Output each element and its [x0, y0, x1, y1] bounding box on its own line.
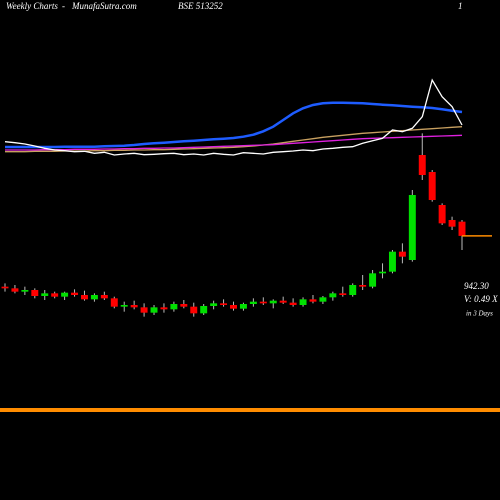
- candle-body: [71, 292, 79, 295]
- candle-body: [448, 220, 456, 227]
- candle-body: [220, 303, 228, 305]
- candle-body: [299, 299, 307, 305]
- candle-body: [379, 271, 386, 274]
- header-period: 1: [458, 1, 463, 11]
- candle-body: [180, 304, 188, 307]
- header-title: Weekly Charts: [6, 1, 58, 11]
- candle-body: [458, 221, 466, 236]
- candle-body: [269, 300, 277, 304]
- candle-body: [319, 297, 327, 302]
- candle-body: [279, 300, 287, 303]
- candle-body: [110, 298, 118, 307]
- candle-body: [150, 307, 158, 313]
- candle-body: [349, 285, 357, 295]
- candle-body: [41, 293, 49, 296]
- candle-body: [190, 306, 198, 314]
- header-separator: -: [62, 1, 65, 11]
- header-site: MunafaSutra.com: [71, 1, 137, 11]
- candle-body: [359, 285, 367, 287]
- candle-body: [369, 273, 377, 287]
- candle-body: [210, 303, 218, 306]
- candle-body: [388, 251, 396, 272]
- candle-body: [200, 306, 208, 314]
- candle-body: [140, 307, 148, 313]
- candle-body: [11, 288, 19, 292]
- candle-body: [329, 293, 337, 298]
- candle-body: [289, 302, 297, 305]
- candle-body: [309, 299, 317, 302]
- header-symbol: BSE 513252: [178, 1, 223, 11]
- candle-body: [100, 295, 108, 299]
- candle-body: [428, 172, 436, 200]
- moving-average-line: [5, 134, 463, 151]
- candle-body: [81, 295, 88, 300]
- period-label: in 3 Days: [466, 310, 493, 318]
- candle-body: [339, 293, 347, 295]
- candle-body: [130, 305, 138, 308]
- candle-body: [259, 301, 267, 304]
- moving-average-line: [5, 101, 463, 149]
- last-price-label: 942.30: [464, 281, 489, 291]
- candle-body: [239, 304, 247, 309]
- candle-body: [51, 293, 59, 297]
- candle-body: [438, 205, 446, 224]
- candle-body: [170, 304, 178, 310]
- candle-body: [31, 290, 39, 296]
- candle-body: [249, 301, 257, 304]
- candle-body: [21, 290, 29, 292]
- candle-body: [120, 305, 128, 307]
- candle-body: [90, 295, 98, 300]
- candle-body: [61, 292, 69, 297]
- candle-body: [230, 305, 237, 309]
- candle-body: [408, 195, 416, 260]
- moving-average-line: [4, 78, 463, 156]
- volume-label: V: 0.49 X: [464, 294, 498, 304]
- candle-body: [1, 286, 9, 289]
- candle-body: [418, 155, 426, 175]
- candle-body: [398, 251, 406, 257]
- candle-body: [160, 307, 168, 310]
